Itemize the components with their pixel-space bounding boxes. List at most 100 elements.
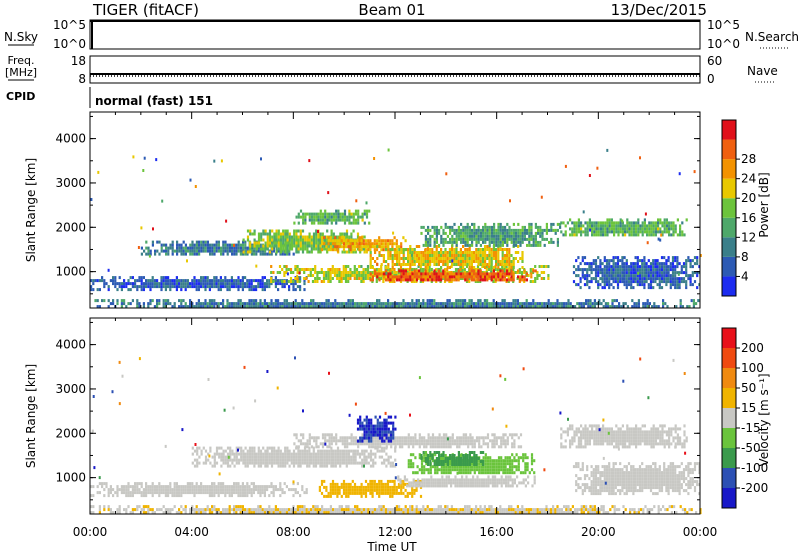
data-cell: [213, 508, 216, 512]
data-cell: [652, 262, 655, 266]
data-cell: [497, 260, 500, 263]
data-cell: [226, 252, 229, 256]
data-cell: [286, 229, 289, 233]
data-cell: [284, 241, 287, 245]
data-cell: [510, 511, 513, 515]
data-cell: [654, 221, 657, 225]
data-cell: [259, 249, 262, 253]
data-cell: [162, 285, 165, 289]
data-cell: [484, 231, 487, 235]
data-cell: [678, 283, 681, 287]
data-cell: [178, 511, 181, 515]
data-cell: [248, 302, 251, 306]
data-cell: [306, 250, 309, 254]
data-cell: [536, 274, 539, 277]
data-cell: [213, 482, 216, 486]
data-cell: [186, 482, 189, 486]
data-cell: [637, 230, 640, 234]
data-cell: [98, 482, 101, 486]
data-cell: [252, 491, 255, 495]
data-cell: [257, 244, 261, 248]
data-cell: [424, 272, 427, 276]
data-cell: [338, 508, 341, 512]
data-cell: [517, 228, 520, 232]
data-cell: [439, 505, 442, 509]
data-cell: [616, 286, 620, 290]
ytick-label: 3000: [55, 176, 86, 190]
data-cell: [317, 215, 320, 219]
data-cell: [328, 215, 331, 219]
data-cell: [431, 254, 434, 257]
data-cell: [274, 505, 277, 509]
data-cell: [180, 252, 183, 256]
data-cell: [503, 302, 506, 306]
data-cell: [635, 230, 638, 234]
data-cell: [404, 508, 407, 512]
data-cell: [506, 234, 509, 238]
data-cell: [167, 276, 170, 280]
data-cell: [219, 491, 222, 495]
data-cell: [346, 218, 349, 222]
data-cell: [292, 282, 295, 286]
data-cell: [288, 238, 291, 242]
data-cell: [314, 271, 317, 274]
data-cell: [288, 285, 291, 289]
data-cell: [569, 302, 572, 306]
data-cell: [98, 491, 101, 495]
data-cell: [484, 260, 487, 263]
data-cell: [373, 302, 376, 306]
data-cell: [341, 250, 344, 254]
data-cell: [597, 283, 600, 287]
data-cell: [623, 277, 626, 281]
data-cell: [490, 302, 493, 306]
data-cell: [320, 248, 324, 252]
data-cell: [407, 260, 410, 263]
data-cell: [327, 268, 330, 271]
data-cell: [515, 234, 518, 238]
data-cell: [583, 268, 587, 272]
data-cell: [417, 299, 420, 303]
data-cell: [213, 246, 216, 250]
data-cell: [548, 240, 551, 244]
data-cell: [237, 494, 240, 498]
data-cell: [242, 449, 245, 453]
data-cell: [670, 224, 673, 228]
data-cell: [668, 227, 671, 231]
data-cell: [503, 508, 506, 512]
data-cell: [529, 268, 532, 271]
data-cell: [476, 280, 480, 283]
data-cell: [610, 224, 613, 228]
data-cell: [442, 231, 445, 235]
data-cell: [299, 494, 302, 498]
data-cell: [525, 272, 528, 276]
data-cell: [286, 238, 289, 242]
data-cell: [604, 224, 607, 228]
data-cell: [153, 285, 156, 289]
data-cell: [607, 302, 610, 306]
data-cell: [382, 242, 385, 246]
data-cell: [138, 279, 141, 283]
data-cell: [332, 218, 336, 222]
data-cell: [607, 305, 610, 309]
data-cell: [241, 491, 244, 495]
data-cell: [652, 230, 655, 234]
data-cell: [453, 508, 456, 512]
data-cell: [215, 452, 219, 456]
data-cell: [473, 272, 476, 276]
data-cell: [374, 260, 377, 263]
data-cell: [433, 305, 436, 309]
data-cell: [153, 511, 156, 515]
data-cell: [663, 274, 666, 278]
data-cell: [433, 251, 436, 254]
data-cell: [270, 511, 273, 515]
data-cell: [261, 511, 264, 515]
data-cell: [638, 271, 642, 275]
data-cell: [358, 265, 361, 268]
data-cell: [426, 278, 429, 282]
data-cell: [380, 263, 383, 266]
data-cell: [127, 302, 130, 306]
data-cell: [296, 280, 299, 283]
noise-point: [387, 148, 390, 152]
data-cell: [241, 302, 244, 306]
data-cell: [479, 302, 482, 306]
